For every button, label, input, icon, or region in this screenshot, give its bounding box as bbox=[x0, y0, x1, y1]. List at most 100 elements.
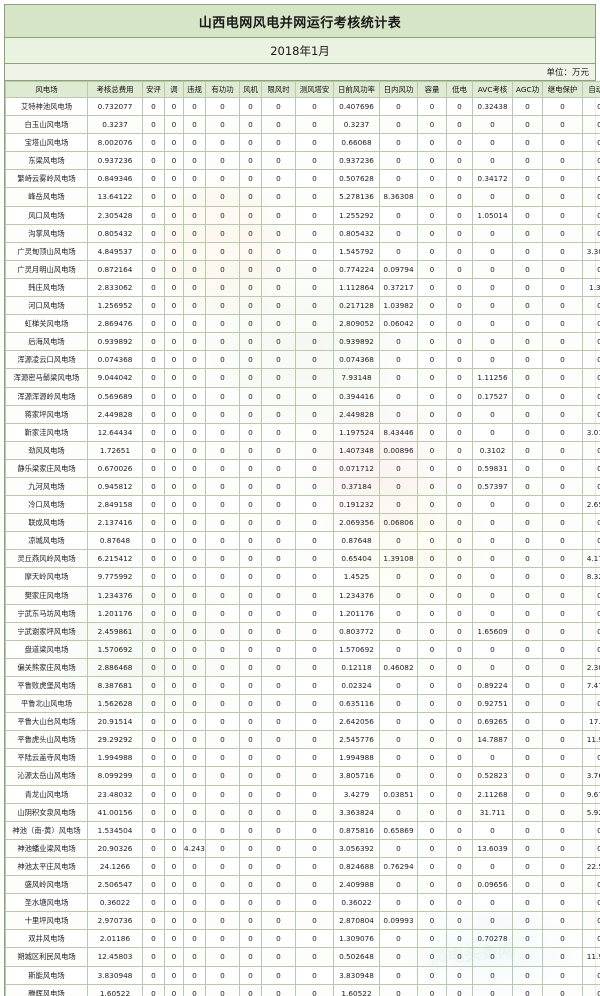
cell-value: 0 bbox=[446, 929, 473, 949]
cell-value: 0 bbox=[542, 440, 583, 460]
cell-value: 0 bbox=[417, 911, 447, 931]
cell-value: 0 bbox=[472, 983, 513, 996]
cell-value: 0 bbox=[417, 549, 447, 569]
cell-value: 0 bbox=[542, 133, 583, 153]
cell-windfarm-name: 宁武谢家坪风电场 bbox=[5, 621, 88, 641]
cell-value: 0 bbox=[142, 802, 165, 822]
table-row: 沁源太岳山风电场 8.099299 0 0 0 0 0 0 0 3.805716 0 0 0 0.5282… bbox=[5, 766, 600, 786]
cell-value: 0 bbox=[164, 621, 184, 641]
cell-value: 0 bbox=[379, 983, 418, 996]
cell-value: 0 bbox=[183, 983, 206, 996]
cell-value: 0.02324 bbox=[333, 675, 380, 696]
table-row: 广灵甸顶山风电场 4.849537 0 0 0 0 0 0 0 1.545792 0 0 0 0 0 0 3.3… bbox=[5, 241, 600, 261]
cell-value: 0 bbox=[261, 784, 296, 804]
cell-value: 0 bbox=[446, 820, 473, 840]
cell-value: 0 bbox=[142, 639, 165, 659]
cell-value: 1.407348 bbox=[333, 440, 380, 460]
cell-value: 17.58 bbox=[582, 712, 600, 732]
cell-value: 0 bbox=[164, 911, 184, 931]
cell-value: 0 bbox=[164, 476, 184, 497]
cell-value: 0 bbox=[261, 603, 296, 623]
cell-value: 0 bbox=[295, 476, 334, 497]
cell-value: 3.3037 bbox=[582, 241, 600, 261]
table-row: 双井风电场2.0118600000001.3090760000.70278000… bbox=[5, 929, 600, 949]
cell-windfarm-name: 宝塔山风电场 bbox=[5, 133, 88, 153]
cell-value: 0 bbox=[542, 151, 583, 171]
cell-value: 1.234376 bbox=[333, 585, 380, 605]
cell-value: 0 bbox=[295, 712, 334, 732]
cell-value: 0 bbox=[142, 766, 165, 786]
cell-value: 0 bbox=[446, 549, 473, 569]
cell-value: 0 bbox=[512, 838, 543, 858]
cell-value: 0 bbox=[164, 440, 184, 460]
cell-value: 0 bbox=[446, 856, 473, 877]
cell-value: 0 bbox=[542, 314, 583, 334]
cell-value: 2.545776 bbox=[333, 730, 380, 750]
cell-value: 0 bbox=[142, 115, 165, 135]
cell-value: 0 bbox=[379, 838, 418, 858]
cell-value: 0 bbox=[205, 603, 240, 623]
column-header-11: 容量 bbox=[417, 81, 447, 98]
cell-value: 0 bbox=[472, 911, 513, 931]
cell-windfarm-name: 平鲁北山风电场 bbox=[5, 694, 88, 714]
cell-value: 0 bbox=[417, 115, 447, 135]
cell-value: 1.4525 bbox=[333, 567, 380, 587]
page-title: 山西电网风电并网运行考核统计表 bbox=[5, 5, 595, 38]
cell-value: 0 bbox=[239, 838, 262, 858]
cell-value: 0.394416 bbox=[333, 386, 380, 406]
cell-value: 0 bbox=[417, 585, 447, 605]
cell-value: 0 bbox=[542, 513, 583, 533]
cell-value: 0 bbox=[379, 730, 418, 750]
cell-value: 0 bbox=[261, 856, 296, 877]
cell-value: 1.256952 bbox=[87, 296, 143, 316]
cell-value: 0 bbox=[417, 513, 447, 533]
cell-value: 0 bbox=[261, 332, 296, 352]
cell-value: 0 bbox=[582, 169, 600, 189]
cell-value: 0 bbox=[164, 151, 184, 171]
cell-value: 0 bbox=[205, 639, 240, 659]
cell-value: 0 bbox=[142, 223, 165, 243]
cell-value: 0 bbox=[261, 115, 296, 135]
cell-value: 0 bbox=[239, 476, 262, 497]
cell-value: 0 bbox=[446, 603, 473, 623]
cell-value: 0 bbox=[472, 603, 513, 623]
table-row: 静乐梁家庄风电场 0.670026 0 0 0 0 0 0 0 0.071712 0 0 0 0.5983… bbox=[5, 458, 600, 478]
cell-value: 0 bbox=[261, 169, 296, 189]
cell-value: 2.6579 bbox=[582, 495, 600, 515]
cell-value: 0.87648 bbox=[87, 531, 143, 551]
cell-value: 0 bbox=[472, 133, 513, 153]
cell-windfarm-name: 蒋家坪风电场 bbox=[5, 404, 88, 424]
cell-value: 0 bbox=[142, 368, 165, 388]
cell-value: 0 bbox=[164, 893, 184, 913]
cell-value: 0.65404 bbox=[333, 549, 380, 569]
cell-value: 0 bbox=[205, 929, 240, 949]
cell-value: 0 bbox=[379, 386, 418, 406]
cell-value: 0 bbox=[164, 296, 184, 316]
cell-value: 24.1266 bbox=[87, 856, 143, 877]
cell-value: 0 bbox=[582, 332, 600, 352]
column-header-13: AVC考核 bbox=[472, 81, 513, 98]
cell-value: 0 bbox=[472, 404, 513, 424]
cell-value: 0 bbox=[239, 875, 262, 895]
column-header-10: 日内风功 bbox=[379, 81, 418, 98]
cell-value: 0 bbox=[379, 621, 418, 641]
cell-value: 0 bbox=[205, 513, 240, 533]
cell-value: 0 bbox=[542, 639, 583, 659]
cell-value: 0 bbox=[205, 856, 240, 877]
cell-value: 0.37217 bbox=[379, 277, 418, 298]
assessment-table: 风电场 考核总费用 安评调违规 有功功 风机 限风时 测风塔安 日前风功率 日内风功 容量 低电 AV… bbox=[5, 81, 600, 996]
cell-value: 2.01186 bbox=[87, 929, 143, 949]
cell-value: 0.803772 bbox=[333, 621, 380, 641]
cell-value: 0.09794 bbox=[379, 259, 418, 279]
cell-value: 0.89224 bbox=[472, 675, 513, 696]
cell-windfarm-name: 盛风岭风电场 bbox=[5, 875, 88, 895]
cell-value: 0 bbox=[142, 893, 165, 913]
cell-value: 0.59831 bbox=[472, 458, 513, 478]
cell-value: 0 bbox=[472, 296, 513, 316]
cell-value: 0 bbox=[183, 314, 206, 334]
cell-value: 0 bbox=[542, 350, 583, 370]
cell-value: 0 bbox=[164, 549, 184, 569]
cell-value: 0 bbox=[379, 675, 418, 696]
cell-value: 0 bbox=[472, 259, 513, 279]
